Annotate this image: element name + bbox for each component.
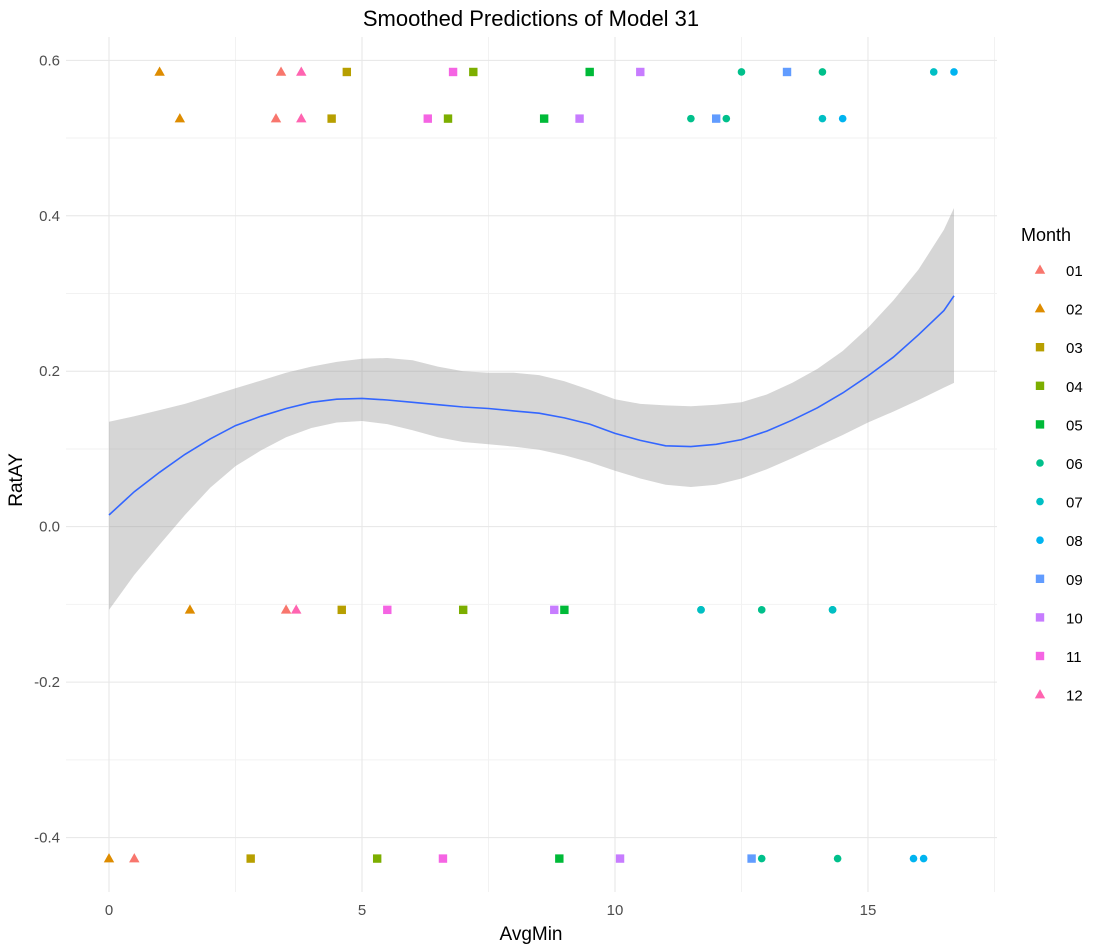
data-point (697, 606, 705, 614)
data-point (757, 854, 766, 863)
data-point (174, 113, 186, 123)
legend-label: 01 (1066, 263, 1083, 280)
data-point (296, 66, 307, 76)
data-point (747, 854, 756, 863)
data-point (337, 605, 346, 615)
data-point (782, 67, 792, 77)
legend-label: 07 (1066, 495, 1083, 512)
legend-label: 05 (1066, 417, 1083, 434)
data-point (270, 113, 282, 123)
legend-label: 03 (1066, 340, 1083, 357)
smooth-line-layer (108, 295, 955, 516)
data-point (737, 68, 746, 76)
smooth-line (108, 295, 955, 516)
x-tick-label: 0 (105, 902, 113, 919)
y-tick-label: -0.2 (34, 674, 60, 691)
confidence-band (109, 208, 954, 610)
data-point (615, 854, 625, 863)
legend-key (1034, 303, 1046, 313)
data-point (919, 854, 928, 863)
x-tick-label: 10 (607, 902, 624, 919)
data-point (560, 605, 569, 615)
data-point (296, 113, 307, 123)
data-point (280, 604, 292, 614)
y-axis-title: RatAY (6, 453, 27, 507)
x-tick-label: 15 (860, 902, 877, 919)
data-point (438, 854, 448, 863)
data-point (838, 114, 847, 123)
y-tick-labels: -0.4 -0.2 0.0 0.2 0.4 0.6 (34, 52, 60, 846)
legend-key (1035, 574, 1045, 583)
chart-title: Smoothed Predictions of Model 31 (363, 6, 699, 31)
legend-key (1036, 497, 1044, 506)
legend-label: 12 (1066, 688, 1083, 705)
data-point (103, 853, 115, 863)
data-point (539, 114, 549, 123)
data-point (448, 67, 458, 77)
legend-key (1036, 459, 1044, 467)
y-tick-label: 0.0 (39, 519, 60, 536)
data-point (929, 68, 938, 76)
legend-label: 09 (1066, 572, 1083, 589)
data-point (129, 853, 140, 863)
data-point (383, 605, 392, 615)
y-tick-label: 0.6 (39, 52, 60, 69)
data-point (757, 606, 766, 614)
legend-label: 06 (1066, 456, 1083, 473)
data-point (443, 114, 453, 123)
data-point (555, 854, 564, 863)
data-point (550, 605, 559, 615)
data-point (469, 67, 478, 77)
data-point (687, 114, 695, 123)
grid (66, 37, 997, 892)
data-point (950, 68, 958, 76)
legend-label: 10 (1066, 610, 1083, 627)
data-point (154, 66, 165, 76)
legend-key (1035, 381, 1045, 390)
y-tick-label: 0.2 (39, 363, 60, 380)
legend-key (1035, 343, 1045, 352)
data-point (246, 854, 255, 863)
legend-title: Month (1021, 225, 1071, 245)
data-point (585, 67, 594, 77)
legend: Month 01 02 03 04 05 06 07 08 09 10 11 12 (1021, 225, 1083, 705)
data-point (342, 67, 352, 77)
confidence-band-layer (109, 208, 954, 610)
data-point (818, 68, 827, 76)
data-point (458, 605, 468, 615)
legend-label: 11 (1066, 649, 1082, 666)
data-point (575, 114, 584, 123)
y-tick-label: 0.4 (39, 208, 60, 225)
data-point (636, 67, 645, 77)
legend-label: 08 (1066, 533, 1083, 550)
legend-key (1036, 536, 1044, 544)
legend-key (1034, 264, 1046, 274)
x-tick-label: 5 (358, 902, 366, 919)
data-point (290, 604, 302, 614)
legend-key (1035, 420, 1045, 429)
x-axis-title: AvgMin (499, 924, 562, 945)
data-point (184, 604, 196, 614)
data-point (909, 854, 918, 863)
data-point (423, 114, 432, 123)
legend-key (1035, 613, 1045, 622)
data-point (275, 66, 287, 76)
x-tick-labels: 0 5 10 15 (105, 902, 876, 919)
legend-label: 04 (1066, 379, 1083, 396)
legend-key (1035, 651, 1045, 661)
data-point (722, 114, 731, 123)
data-point (372, 854, 382, 863)
data-point (327, 114, 336, 123)
data-point (828, 606, 837, 614)
data-point (818, 114, 827, 123)
data-point (833, 854, 842, 863)
data-points (103, 66, 958, 863)
legend-label: 02 (1066, 302, 1083, 319)
legend-key (1034, 689, 1046, 699)
data-point (711, 114, 721, 123)
y-tick-label: -0.4 (34, 830, 60, 847)
